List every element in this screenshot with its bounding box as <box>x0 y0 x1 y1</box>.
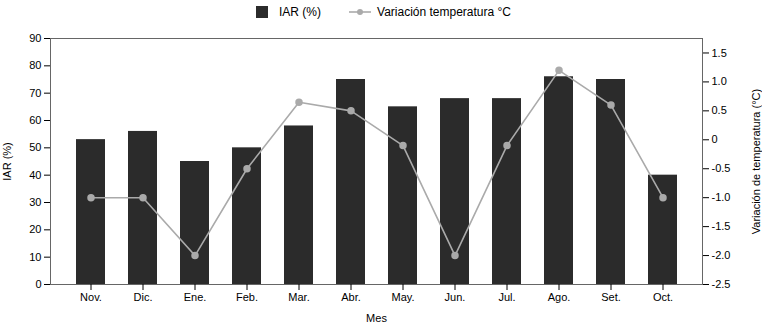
svg-text:Ago.: Ago. <box>548 291 571 303</box>
svg-text:IAR (%): IAR (%) <box>1 142 13 181</box>
svg-text:50: 50 <box>29 141 41 153</box>
svg-text:Set.: Set. <box>601 291 621 303</box>
svg-text:Mar.: Mar. <box>288 291 309 303</box>
svg-text:Variación de temperatura (°C): Variación de temperatura (°C) <box>750 89 762 234</box>
svg-text:Abr.: Abr. <box>341 291 361 303</box>
svg-text:-2.0: -2.0 <box>712 249 731 261</box>
html-text:Variación temperatura °C: Variación temperatura °C <box>377 5 511 19</box>
svg-text:Dic.: Dic. <box>134 291 153 303</box>
svg-text:70: 70 <box>29 87 41 99</box>
svg-text:May.: May. <box>391 291 414 303</box>
svg-text:Feb.: Feb. <box>236 291 258 303</box>
svg-text:Ene.: Ene. <box>184 291 207 303</box>
svg-text:20: 20 <box>29 223 41 235</box>
svg-text:Jun.: Jun. <box>445 291 466 303</box>
svg-text:40: 40 <box>29 169 41 181</box>
svg-text:1.0: 1.0 <box>712 75 727 87</box>
svg-text:0: 0 <box>35 278 41 290</box>
svg-text:1.5: 1.5 <box>712 46 727 58</box>
svg-text:Nov.: Nov. <box>80 291 102 303</box>
svg-text:90: 90 <box>29 32 41 44</box>
svg-text:10: 10 <box>29 251 41 263</box>
svg-text:-1.5: -1.5 <box>712 220 731 232</box>
html-text:IAR (%): IAR (%) <box>279 5 321 19</box>
svg-text:0.5: 0.5 <box>712 104 727 116</box>
svg-text:Jul.: Jul. <box>498 291 515 303</box>
svg-text:0: 0 <box>712 133 718 145</box>
svg-text:30: 30 <box>29 196 41 208</box>
svg-text:Mes: Mes <box>366 312 387 324</box>
svg-text:-1.0: -1.0 <box>712 191 731 203</box>
svg-text:80: 80 <box>29 59 41 71</box>
svg-text:-0.5: -0.5 <box>712 162 731 174</box>
svg-text:-2.5: -2.5 <box>712 278 731 290</box>
svg-text:Oct.: Oct. <box>653 291 673 303</box>
svg-text:60: 60 <box>29 114 41 126</box>
